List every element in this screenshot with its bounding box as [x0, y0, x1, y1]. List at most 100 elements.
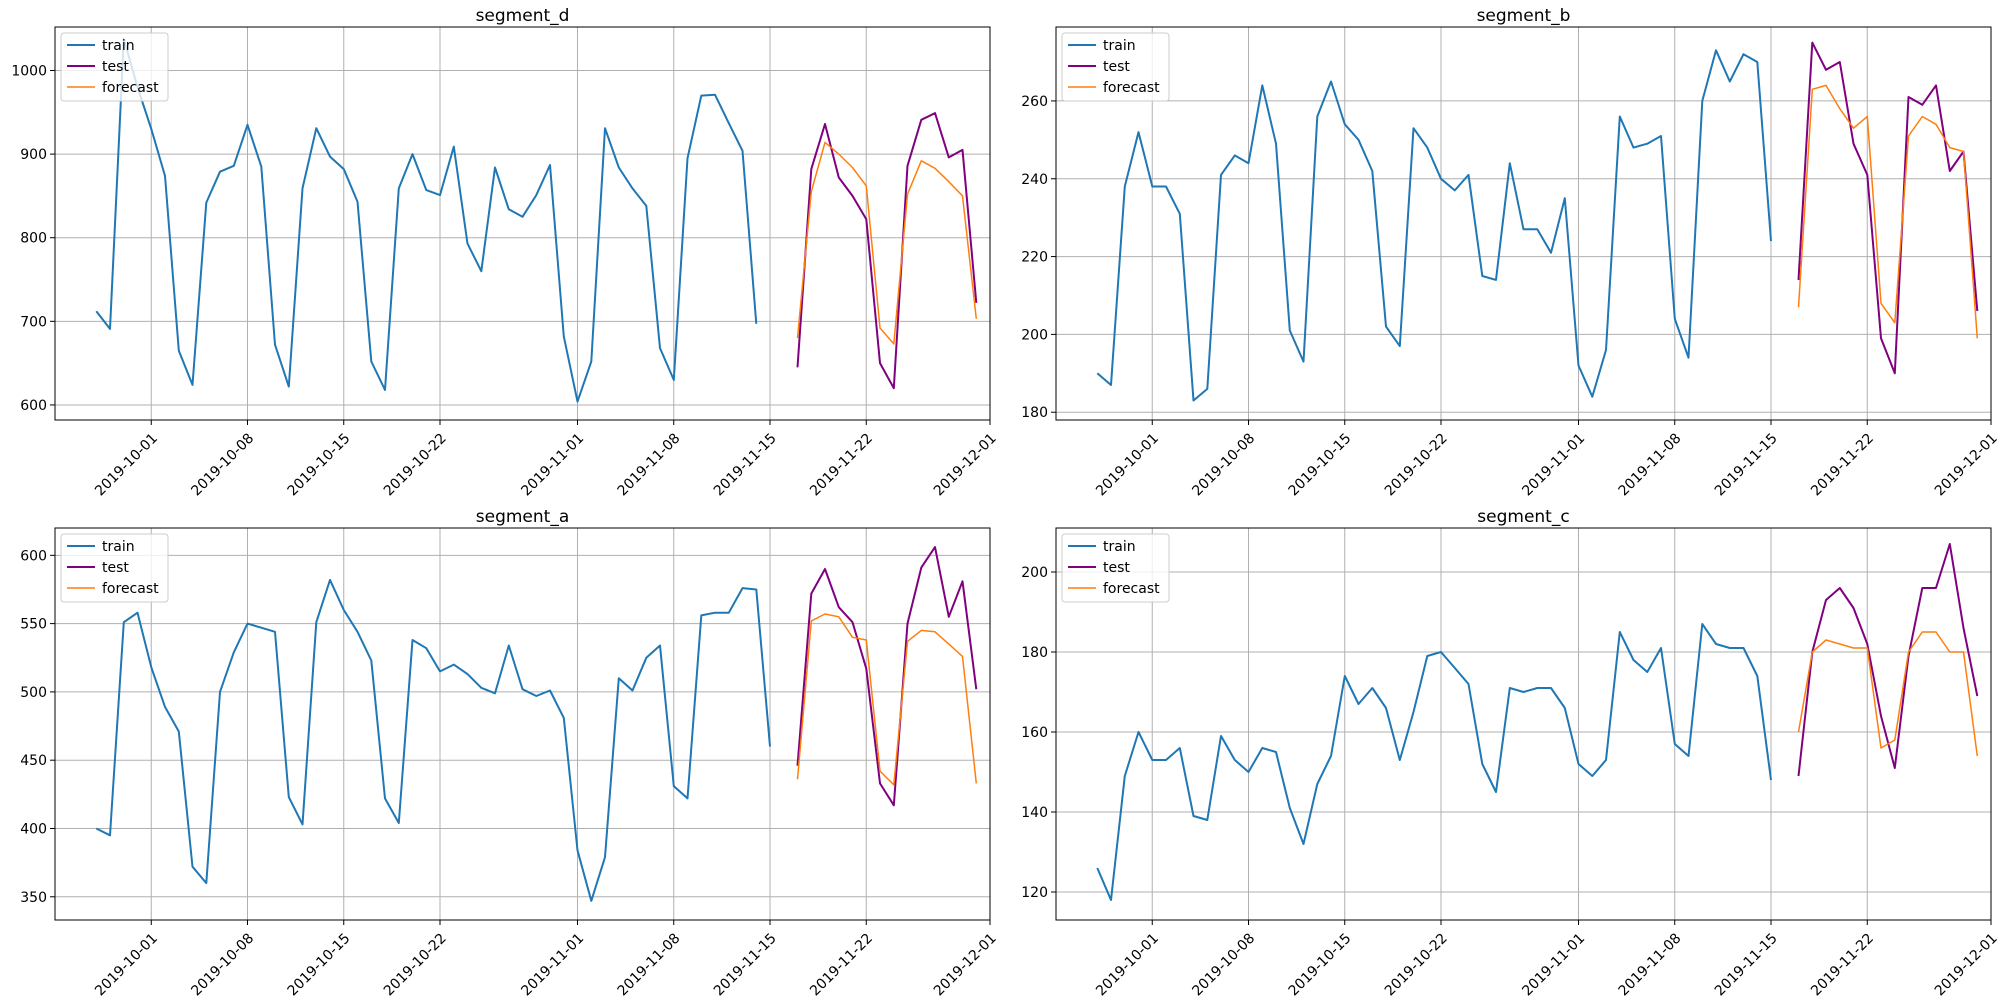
x-tick-label: 2019-10-01	[1093, 930, 1162, 999]
plot-frame	[54, 26, 991, 421]
x-tick-label: 2019-10-08	[188, 930, 257, 999]
y-tick-label: 240	[1021, 172, 1048, 188]
y-tick-label: 700	[20, 314, 47, 330]
x-tick-label: 2019-10-22	[1382, 930, 1451, 999]
y-tick-label: 180	[1021, 645, 1048, 661]
chart-panel-segment-b: segment_b 2019-10-01 2019-10-08 2019-10-15 2…	[1021, 6, 2000, 499]
series-line-forecast	[796, 613, 978, 786]
legend-label-train: train	[1103, 38, 1136, 54]
y-tick-label: 1000	[11, 63, 47, 79]
x-tick-label: 2019-11-15	[711, 430, 780, 499]
x-tick-label: 2019-12-01	[931, 430, 1000, 499]
x-tick-label: 2019-11-01	[518, 930, 587, 999]
legend: train test forecast	[60, 32, 169, 102]
y-tick-label: 180	[1021, 405, 1048, 421]
chart-title: segment_b	[1477, 6, 1571, 26]
y-tick-label: 600	[20, 398, 47, 414]
legend-label-forecast: forecast	[102, 581, 159, 597]
plot-frame	[1055, 26, 1992, 421]
legend-label-train: train	[102, 539, 135, 555]
chart-title: segment_a	[476, 507, 569, 527]
series-line-test	[796, 546, 978, 807]
plot-frame	[54, 527, 991, 921]
x-tick-label: 2019-12-01	[1932, 930, 2000, 999]
legend-box	[60, 32, 169, 102]
y-tick-label: 350	[20, 890, 47, 906]
legend-label-train: train	[1103, 539, 1136, 555]
legend: train test forecast	[60, 533, 169, 603]
x-tick-label: 2019-11-22	[807, 930, 876, 999]
chart-panel-segment-c: segment_c 2019-10-01 2019-10-08 2019-10-15 2…	[1021, 507, 2000, 999]
chart-title: segment_c	[1477, 507, 1569, 527]
legend-label-train: train	[102, 38, 135, 54]
x-tick-label: 2019-10-08	[188, 430, 257, 499]
x-tick-label: 2019-11-08	[615, 930, 684, 999]
x-tick-label: 2019-10-01	[92, 930, 161, 999]
y-tick-label: 900	[20, 147, 47, 163]
legend-label-test: test	[1103, 560, 1130, 576]
series-line-train	[95, 578, 771, 902]
x-tick-label: 2019-10-08	[1189, 430, 1258, 499]
chart-title: segment_d	[476, 6, 570, 26]
y-tick-label: 200	[1021, 565, 1048, 581]
y-tick-label: 600	[20, 548, 47, 564]
x-tick-label: 2019-10-01	[1093, 430, 1162, 499]
x-tick-label: 2019-10-15	[1286, 930, 1355, 999]
series-line-train	[95, 37, 758, 403]
series-line-test	[1797, 41, 1979, 375]
x-tick-label: 2019-10-22	[381, 930, 450, 999]
plot-frame	[1055, 527, 1992, 921]
legend-box	[60, 533, 169, 603]
legend: train test forecast	[1061, 32, 1170, 102]
y-tick-label: 160	[1021, 725, 1048, 741]
y-tick-label: 550	[20, 617, 47, 633]
legend-box	[1061, 32, 1170, 102]
chart-panel-segment-a: segment_a 2019-10-01 2019-10-08 2019-10-15 2…	[20, 507, 999, 999]
x-tick-label: 2019-11-01	[518, 430, 587, 499]
x-tick-label: 2019-11-08	[615, 430, 684, 499]
y-tick-label: 450	[20, 753, 47, 769]
series-line-train	[1096, 49, 1772, 402]
x-tick-label: 2019-11-15	[1712, 430, 1781, 499]
x-tick-label: 2019-11-08	[1616, 930, 1685, 999]
x-tick-label: 2019-11-15	[711, 930, 780, 999]
y-tick-label: 200	[1021, 327, 1048, 343]
x-tick-label: 2019-12-01	[1932, 430, 2000, 499]
y-tick-label: 120	[1021, 885, 1048, 901]
x-tick-label: 2019-10-22	[381, 430, 450, 499]
y-tick-label: 220	[1021, 250, 1048, 266]
x-tick-label: 2019-12-01	[931, 930, 1000, 999]
y-tick-label: 800	[20, 231, 47, 247]
x-tick-label: 2019-10-15	[285, 430, 354, 499]
legend-label-forecast: forecast	[1103, 581, 1160, 597]
legend-label-test: test	[1103, 59, 1130, 75]
chart-panel-segment-d: segment_d 2019-10-01 2019-10-08 2019-10-15 2…	[11, 6, 999, 499]
y-tick-label: 400	[20, 821, 47, 837]
series-line-forecast	[1797, 84, 1979, 339]
y-tick-label: 500	[20, 685, 47, 701]
y-tick-label: 140	[1021, 805, 1048, 821]
x-tick-label: 2019-11-15	[1712, 930, 1781, 999]
series-line-forecast	[796, 141, 978, 345]
legend-label-forecast: forecast	[1103, 80, 1160, 96]
x-tick-label: 2019-11-22	[807, 430, 876, 499]
legend: train test forecast	[1061, 533, 1170, 603]
y-tick-label: 260	[1021, 94, 1048, 110]
x-tick-label: 2019-11-22	[1808, 430, 1877, 499]
x-tick-label: 2019-10-15	[1286, 430, 1355, 499]
series-line-test	[1797, 543, 1979, 777]
x-tick-label: 2019-11-08	[1616, 430, 1685, 499]
series-line-test	[796, 112, 978, 390]
x-tick-label: 2019-10-08	[1189, 930, 1258, 999]
x-tick-label: 2019-10-01	[92, 430, 161, 499]
legend-label-test: test	[102, 59, 129, 75]
x-tick-label: 2019-10-22	[1382, 430, 1451, 499]
x-tick-label: 2019-11-01	[1519, 430, 1588, 499]
legend-label-forecast: forecast	[102, 80, 159, 96]
legend-box	[1061, 533, 1170, 603]
series-line-train	[1096, 623, 1772, 901]
x-tick-label: 2019-11-01	[1519, 930, 1588, 999]
x-tick-label: 2019-10-15	[285, 930, 354, 999]
series-line-forecast	[1797, 631, 1979, 757]
